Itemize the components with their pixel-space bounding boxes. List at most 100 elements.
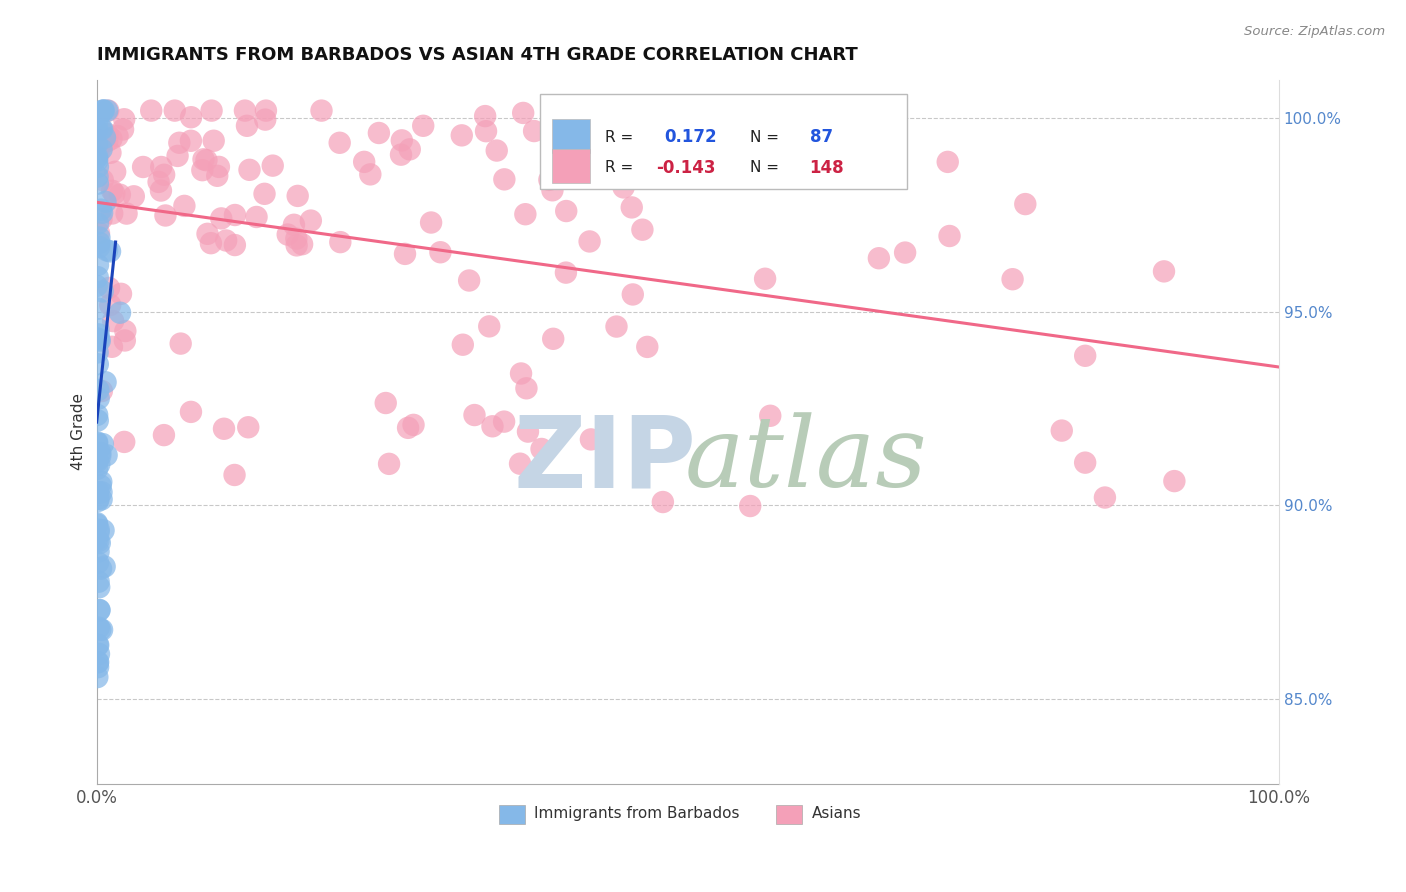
Point bbox=[193, 153, 215, 167]
Point bbox=[87, 413, 110, 427]
Point bbox=[389, 147, 412, 161]
Point bbox=[207, 169, 229, 183]
Point bbox=[112, 112, 135, 127]
Point bbox=[93, 524, 115, 538]
Point bbox=[1074, 456, 1097, 470]
Point bbox=[122, 189, 145, 203]
Point bbox=[86, 150, 108, 164]
Point bbox=[311, 103, 333, 118]
Point bbox=[94, 130, 117, 145]
Point bbox=[287, 189, 309, 203]
Point bbox=[1050, 424, 1073, 438]
Y-axis label: 4th Grade: 4th Grade bbox=[72, 393, 86, 470]
Point bbox=[96, 134, 118, 148]
Point bbox=[1014, 197, 1036, 211]
Point bbox=[429, 245, 451, 260]
Point bbox=[517, 425, 540, 439]
Point bbox=[740, 499, 762, 513]
Point bbox=[530, 442, 553, 456]
Point bbox=[90, 212, 112, 227]
Point bbox=[299, 213, 322, 227]
Point bbox=[170, 336, 193, 351]
Point bbox=[451, 337, 474, 351]
Point bbox=[87, 357, 110, 371]
Point bbox=[329, 235, 352, 249]
Point bbox=[87, 133, 110, 147]
Point bbox=[87, 226, 110, 240]
Point bbox=[209, 211, 232, 226]
Point bbox=[86, 137, 108, 152]
Point bbox=[936, 154, 959, 169]
Point bbox=[868, 251, 890, 265]
Point bbox=[398, 142, 420, 156]
Point bbox=[212, 422, 235, 436]
Point bbox=[87, 638, 110, 652]
Point bbox=[254, 112, 277, 127]
Point bbox=[89, 449, 111, 463]
Point bbox=[87, 322, 110, 336]
Bar bbox=[499, 805, 524, 824]
Point bbox=[87, 523, 110, 537]
Point bbox=[195, 153, 218, 168]
Point bbox=[180, 134, 202, 148]
Point bbox=[90, 142, 112, 156]
Point bbox=[163, 103, 186, 118]
Text: 0.172: 0.172 bbox=[664, 128, 717, 146]
Point bbox=[153, 428, 176, 442]
Point bbox=[98, 298, 121, 312]
Point bbox=[197, 227, 219, 241]
Point bbox=[91, 206, 114, 220]
Point bbox=[180, 110, 202, 124]
Point bbox=[733, 160, 755, 174]
Point bbox=[285, 238, 308, 252]
Point bbox=[494, 172, 516, 186]
FancyBboxPatch shape bbox=[540, 94, 907, 189]
Point bbox=[254, 103, 277, 118]
Point bbox=[651, 495, 673, 509]
Point bbox=[98, 281, 121, 295]
Point bbox=[283, 218, 305, 232]
Point bbox=[87, 660, 110, 674]
Point bbox=[754, 272, 776, 286]
Point bbox=[277, 227, 299, 242]
Point bbox=[1153, 264, 1175, 278]
Point bbox=[450, 128, 472, 143]
Point bbox=[96, 244, 118, 258]
Point bbox=[515, 207, 537, 221]
Point bbox=[100, 145, 122, 160]
Point bbox=[87, 301, 110, 316]
Point bbox=[191, 163, 214, 178]
Point bbox=[101, 184, 124, 198]
Point bbox=[91, 285, 114, 299]
Point bbox=[104, 165, 127, 179]
Point bbox=[394, 247, 416, 261]
Point bbox=[87, 491, 110, 506]
Point bbox=[238, 420, 260, 434]
Point bbox=[86, 169, 108, 184]
Text: R =: R = bbox=[605, 161, 633, 175]
Point bbox=[89, 603, 111, 617]
Point bbox=[101, 340, 124, 354]
Point bbox=[86, 670, 108, 684]
Point bbox=[91, 437, 114, 451]
Point bbox=[114, 324, 136, 338]
Point bbox=[90, 135, 112, 149]
Point bbox=[555, 204, 578, 219]
Point bbox=[391, 133, 413, 147]
Point bbox=[90, 202, 112, 217]
Text: atlas: atlas bbox=[685, 412, 928, 508]
Point bbox=[200, 236, 222, 251]
Point bbox=[1163, 474, 1185, 488]
Point bbox=[86, 345, 108, 359]
Point bbox=[353, 154, 375, 169]
Point bbox=[114, 334, 136, 348]
Point bbox=[605, 319, 627, 334]
Point bbox=[87, 485, 110, 500]
Point bbox=[155, 209, 177, 223]
Point bbox=[894, 245, 917, 260]
Text: IMMIGRANTS FROM BARBADOS VS ASIAN 4TH GRADE CORRELATION CHART: IMMIGRANTS FROM BARBADOS VS ASIAN 4TH GR… bbox=[97, 46, 858, 64]
Text: 148: 148 bbox=[810, 159, 844, 177]
Point bbox=[91, 122, 114, 136]
Point bbox=[94, 376, 117, 390]
Text: Source: ZipAtlas.com: Source: ZipAtlas.com bbox=[1244, 25, 1385, 38]
